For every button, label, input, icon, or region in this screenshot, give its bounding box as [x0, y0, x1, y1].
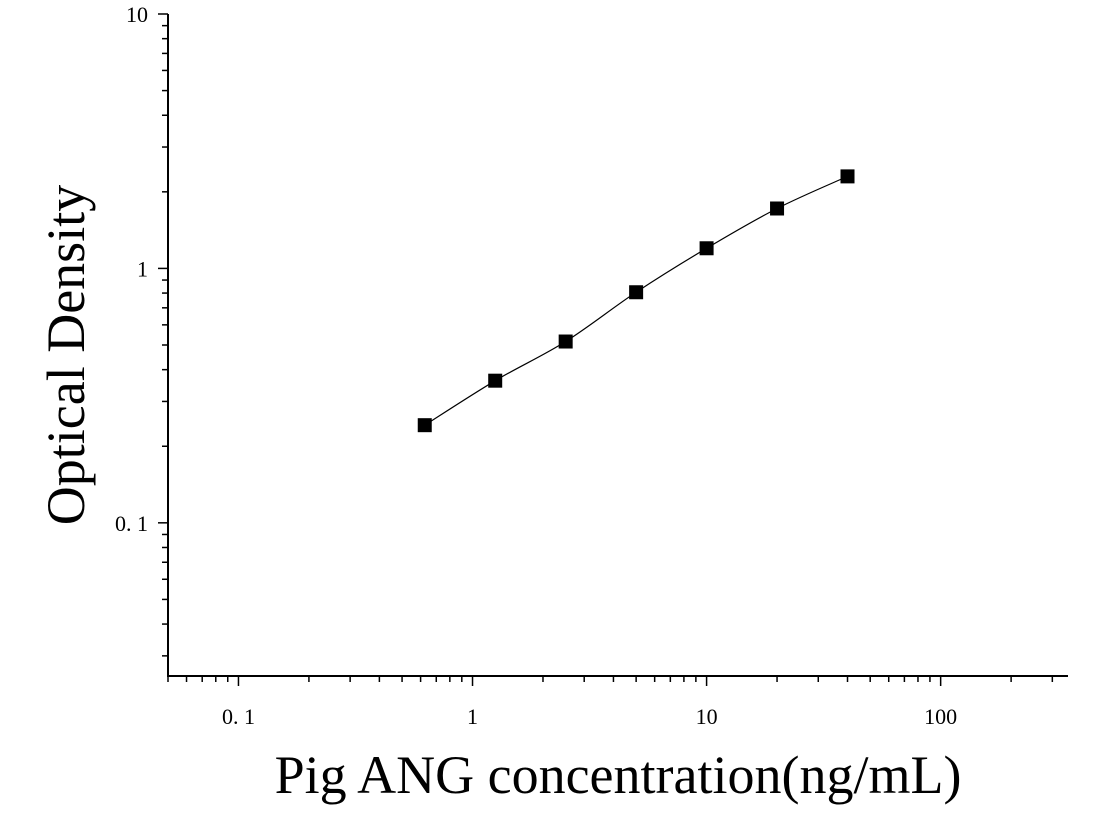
- data-point: [488, 373, 503, 388]
- data-point: [770, 201, 785, 216]
- data-point: [417, 418, 432, 433]
- data-point: [699, 241, 714, 256]
- y-axis-ticks: 0. 1 1 10: [115, 2, 168, 657]
- y-tick-label: 10: [126, 2, 148, 27]
- x-tick-label: 0. 1: [222, 704, 255, 729]
- y-axis-title: Optical Density: [36, 185, 96, 525]
- x-tick-label: 10: [696, 704, 718, 729]
- data-point: [558, 334, 573, 349]
- x-axis-title: Pig ANG concentration(ng/mL): [275, 745, 962, 805]
- data-point: [840, 169, 855, 184]
- fit-curve: [424, 175, 848, 426]
- x-tick-label: 100: [924, 704, 957, 729]
- y-tick-label: 0. 1: [115, 511, 148, 536]
- data-point: [629, 285, 644, 300]
- data-points: [417, 169, 855, 433]
- x-tick-label: 1: [467, 704, 478, 729]
- x-axis-ticks: 0. 1 1 10 100: [167, 676, 1054, 729]
- y-tick-label: 1: [137, 256, 148, 281]
